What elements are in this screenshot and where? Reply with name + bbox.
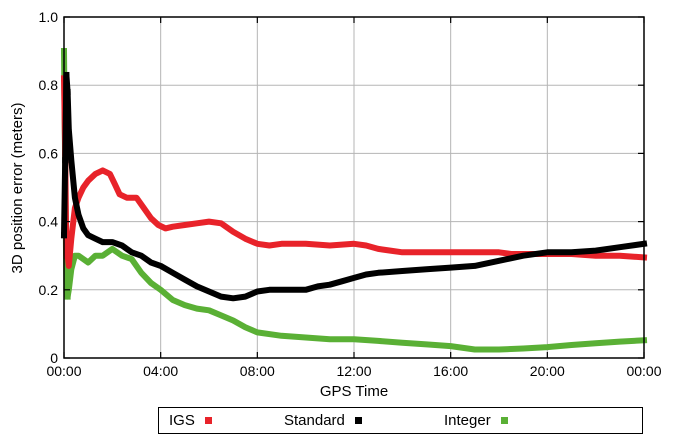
legend-title-label: IGS — [169, 412, 195, 429]
legend-title: IGS — [169, 412, 212, 429]
series-line-standard-green — [60, 48, 648, 353]
y-tick-label: 0.6 — [39, 145, 59, 161]
series-line-standard — [60, 75, 648, 269]
legend-swatch-standard — [204, 417, 212, 424]
x-axis-title: GPS Time — [320, 383, 388, 400]
series-point — [63, 71, 70, 78]
series-line-integer — [60, 72, 648, 302]
legend: IGS Standard Integer — [158, 407, 643, 434]
legend-item-integer: Integer — [444, 412, 508, 429]
legend-label-integer: Integer — [444, 412, 491, 429]
chart: 0 0.2 0.4 0.6 0.8 1.0 00:00 04:00 08:00 12:00 16:… — [9, 9, 662, 400]
y-tick-label: 0 — [50, 350, 58, 366]
legend-swatch-integer — [354, 417, 362, 424]
x-tick-label: 00:00 — [46, 363, 81, 379]
series-point — [64, 89, 71, 96]
x-tick-label: 00:00 — [626, 363, 661, 379]
legend-label-standard: Standard — [284, 412, 345, 429]
series-layer — [60, 48, 648, 353]
x-tick-label: 12:00 — [336, 363, 371, 379]
y-tick-label: 1.0 — [39, 9, 59, 25]
x-tick-label: 16:00 — [433, 363, 468, 379]
y-tick-label: 0.8 — [39, 77, 59, 93]
x-ticks: 00:00 04:00 08:00 12:00 16:00 20:00 00:00 — [46, 17, 662, 379]
series-point — [62, 157, 69, 164]
legend-swatch-green — [500, 417, 508, 424]
series-point — [64, 293, 71, 300]
y-tick-label: 0.4 — [39, 214, 59, 230]
x-tick-label: 08:00 — [240, 363, 275, 379]
x-tick-label: 20:00 — [530, 363, 565, 379]
y-axis-title: 3D position error (meters) — [9, 103, 26, 274]
legend-item-standard: Standard — [284, 412, 362, 429]
y-tick-label: 0.2 — [39, 282, 59, 298]
x-tick-label: 04:00 — [143, 363, 178, 379]
y-ticks: 0 0.2 0.4 0.6 0.8 1.0 — [39, 9, 644, 366]
grid — [64, 17, 644, 358]
series-point — [64, 252, 71, 259]
